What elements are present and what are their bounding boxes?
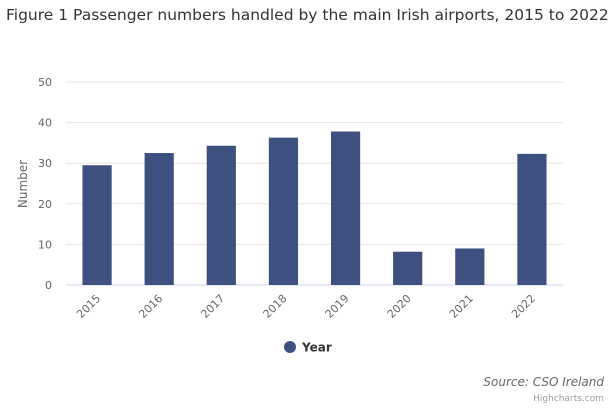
x-tick-label: 2019 — [323, 292, 352, 321]
legend[interactable]: Year — [284, 341, 332, 355]
grid-lines — [66, 81, 563, 286]
legend-marker[interactable] — [284, 341, 296, 353]
y-tick-label: 40 — [38, 117, 52, 130]
legend-label[interactable]: Year — [301, 341, 332, 355]
bar-2018[interactable] — [268, 137, 299, 285]
bar-2016[interactable] — [144, 153, 174, 285]
bar-2019[interactable] — [330, 131, 361, 285]
x-tick-label: 2018 — [261, 292, 290, 321]
y-tick-label: 10 — [38, 238, 52, 251]
y-axis-label: Number — [16, 160, 30, 208]
credits-link[interactable]: Highcharts.com — [533, 394, 604, 404]
x-tick-label: 2020 — [385, 292, 414, 321]
bar-2017[interactable] — [206, 145, 236, 285]
chart-title: Figure 1 Passenger numbers handled by th… — [6, 6, 609, 24]
bar-2015[interactable] — [82, 165, 112, 285]
bar-2021[interactable] — [455, 248, 485, 285]
x-tick-label: 2015 — [74, 292, 103, 321]
x-tick-labels: 2015 2016 2017 2018 2019 2020 2021 2022 — [74, 292, 538, 321]
y-tick-label: 20 — [38, 198, 52, 211]
x-tick-label: 2017 — [198, 292, 227, 321]
x-tick-label: 2021 — [447, 292, 476, 321]
bars — [82, 131, 547, 285]
x-tick-label: 2016 — [136, 292, 165, 321]
x-tick-label: 2022 — [509, 292, 538, 321]
bar-2022[interactable] — [517, 153, 547, 285]
bar-2020[interactable] — [393, 251, 423, 285]
y-tick-labels: 0 10 20 30 40 50 — [38, 76, 52, 292]
y-tick-label: 30 — [38, 157, 52, 170]
source-note: Source: CSO Ireland — [483, 375, 604, 389]
y-tick-label: 50 — [38, 76, 52, 89]
y-tick-label: 0 — [45, 279, 52, 292]
